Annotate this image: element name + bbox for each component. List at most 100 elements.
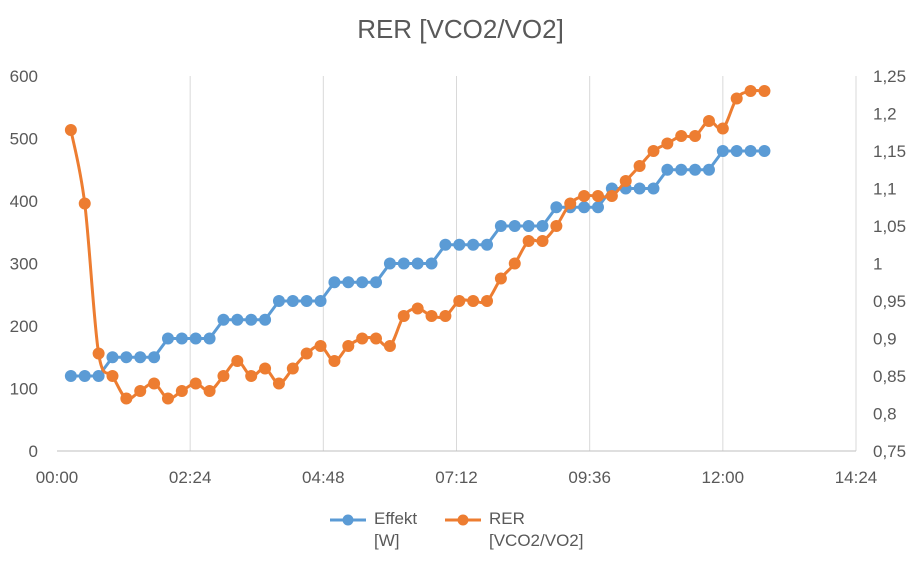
data-point (661, 163, 674, 176)
data-point (134, 385, 147, 397)
data-point (578, 201, 591, 214)
data-point (702, 163, 715, 176)
y-right-tick-label: 0,9 (873, 330, 897, 349)
y-right-tick-label: 0,75 (873, 442, 906, 461)
y-left-tick-label: 200 (10, 317, 38, 336)
data-point (92, 347, 105, 360)
data-point (231, 313, 244, 326)
data-point (370, 332, 383, 345)
y-right-tick-label: 0,8 (873, 405, 897, 424)
data-point (231, 355, 244, 367)
data-point (411, 302, 424, 315)
data-point (397, 310, 410, 322)
data-point (550, 220, 563, 232)
data-point (453, 238, 466, 251)
data-point (605, 190, 618, 202)
data-point (536, 220, 549, 232)
data-point (439, 238, 452, 251)
data-point (744, 85, 757, 97)
data-point (758, 85, 771, 97)
data-point (716, 145, 729, 157)
data-point (245, 313, 258, 326)
data-point (619, 175, 632, 187)
data-point (328, 355, 341, 367)
data-point (259, 313, 272, 326)
y-left-tick-label: 0 (29, 442, 38, 461)
data-point (661, 137, 674, 150)
x-tick-label: 00:00 (36, 468, 79, 487)
y-right-tick-label: 1,15 (873, 142, 906, 161)
data-point (148, 351, 161, 364)
data-point (730, 145, 743, 157)
data-point (342, 276, 355, 289)
x-tick-label: 02:24 (169, 468, 212, 487)
data-point (175, 332, 188, 345)
data-point (286, 295, 299, 307)
y-right-tick-label: 1,1 (873, 180, 897, 199)
data-point (467, 238, 480, 251)
legend-label-effekt: Effekt [W] (374, 509, 418, 550)
legend-swatch-rer (445, 514, 481, 526)
data-point (134, 351, 147, 364)
data-point (342, 340, 355, 352)
data-point (633, 182, 646, 195)
data-point (175, 385, 188, 397)
data-point (591, 201, 604, 214)
y-right-tick-label: 0,95 (873, 292, 906, 311)
data-point (300, 347, 313, 360)
data-point (189, 332, 202, 345)
data-point (356, 276, 369, 289)
data-point (64, 124, 77, 136)
data-point (467, 295, 480, 307)
data-point (189, 377, 202, 390)
data-point (245, 370, 258, 382)
data-point (675, 163, 688, 176)
y-left-tick-label: 100 (10, 380, 38, 399)
data-point (439, 310, 452, 322)
data-point (702, 115, 715, 127)
data-point (564, 197, 577, 210)
legend-swatch-effekt (330, 514, 366, 526)
data-point (481, 238, 494, 251)
data-point (522, 235, 535, 247)
data-point (78, 370, 91, 382)
data-point (453, 295, 466, 307)
y-right-tick-label: 1,25 (873, 67, 906, 86)
data-point (550, 201, 563, 214)
data-point (314, 340, 327, 352)
data-point (591, 190, 604, 202)
data-point (203, 332, 216, 345)
data-point (522, 220, 535, 232)
data-point (411, 257, 424, 270)
x-tick-label: 14:24 (835, 468, 878, 487)
data-point (578, 190, 591, 202)
y-right-tick-label: 1 (873, 255, 882, 274)
data-point (508, 220, 521, 232)
data-point (647, 182, 660, 195)
data-point (689, 130, 702, 142)
y-left-tick-label: 400 (10, 192, 38, 211)
data-point (272, 377, 285, 390)
data-point (494, 272, 507, 285)
data-point (217, 370, 230, 382)
data-point (425, 257, 438, 270)
data-point (148, 377, 161, 390)
data-point (425, 310, 438, 322)
data-point (120, 351, 133, 364)
x-tick-label: 04:48 (302, 468, 345, 487)
series-effekt (64, 145, 771, 382)
legend-label-rer: RER [VCO2/VO2] (489, 509, 584, 550)
data-point (106, 351, 119, 364)
data-point (286, 362, 299, 375)
data-point (106, 370, 119, 382)
series-layer (64, 85, 771, 405)
data-point (744, 145, 757, 157)
y-left-tick-label: 500 (10, 130, 38, 149)
grid-lines (189, 76, 857, 451)
data-point (217, 313, 230, 326)
data-point (716, 122, 729, 135)
y-left-tick-label: 300 (10, 255, 38, 274)
data-point (508, 257, 521, 270)
data-point (92, 370, 105, 382)
